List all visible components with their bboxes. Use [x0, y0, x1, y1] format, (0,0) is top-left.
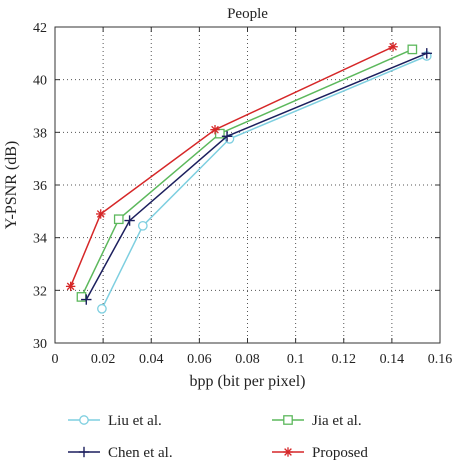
- legend-label: Jia et al.: [312, 413, 362, 429]
- legend: Liu et al. Jia et al. Chen et al. Proposed: [68, 413, 368, 461]
- y-axis-label: Y-PSNR (dB): [3, 141, 20, 229]
- x-tick-label: 0.16: [428, 352, 453, 367]
- legend-label: Chen et al.: [108, 445, 173, 461]
- legend-item-chen-et-al: Chen et al.: [68, 445, 173, 461]
- x-tick-label: 0.14: [380, 352, 405, 367]
- data-point: [137, 220, 148, 231]
- x-tick-label: 0.06: [187, 352, 212, 367]
- data-point: [97, 303, 107, 314]
- data-point: [407, 44, 418, 55]
- x-tick-label: 0.1: [287, 352, 305, 367]
- series-line: [85, 52, 428, 300]
- data-point: [221, 131, 233, 142]
- y-tick-label: 32: [33, 284, 47, 299]
- series-line: [101, 55, 428, 310]
- legend-item-proposed: Proposed: [272, 445, 368, 461]
- axis-ticks: 0 0.02 0.04 0.06 0.08 0.1 0.12 0.14 0.16 30 32 34 36…: [33, 21, 452, 367]
- data-point: [421, 48, 432, 59]
- data-point: [81, 294, 92, 305]
- legend-label: Proposed: [312, 445, 368, 461]
- x-tick-label: 0.08: [235, 352, 260, 367]
- series-proposed: [65, 42, 398, 292]
- x-axis-label: bpp (bit per pixel): [190, 373, 306, 390]
- legend-marker: [283, 415, 293, 425]
- series-line: [80, 48, 413, 298]
- y-tick-label: 38: [33, 126, 47, 141]
- series-line: [69, 46, 394, 287]
- legend-item-jia-et-al: Jia et al.: [272, 413, 362, 429]
- data-point: [113, 214, 124, 225]
- data-point: [124, 215, 135, 226]
- legend-label: Liu et al.: [108, 413, 162, 429]
- data-point: [210, 125, 220, 135]
- x-tick-label: 0: [52, 352, 59, 367]
- legend-item-liu-et-al: Liu et al.: [68, 413, 162, 429]
- series-group: [65, 42, 432, 314]
- x-tick-label: 0.02: [91, 352, 116, 367]
- x-tick-label: 0.04: [139, 352, 164, 367]
- y-tick-label: 34: [33, 232, 47, 247]
- data-point: [65, 281, 76, 292]
- y-tick-label: 36: [33, 179, 47, 194]
- series-chen-et-al: [81, 48, 432, 305]
- y-tick-label: 42: [33, 21, 47, 36]
- legend-marker: [79, 415, 89, 425]
- data-point: [388, 42, 398, 52]
- legend-marker: [78, 446, 90, 458]
- y-tick-label: 40: [33, 74, 47, 89]
- chart-title: People: [227, 6, 268, 22]
- data-point: [96, 209, 106, 219]
- y-tick-label: 30: [33, 337, 47, 352]
- legend-marker: [283, 447, 293, 457]
- x-tick-label: 0.12: [332, 352, 357, 367]
